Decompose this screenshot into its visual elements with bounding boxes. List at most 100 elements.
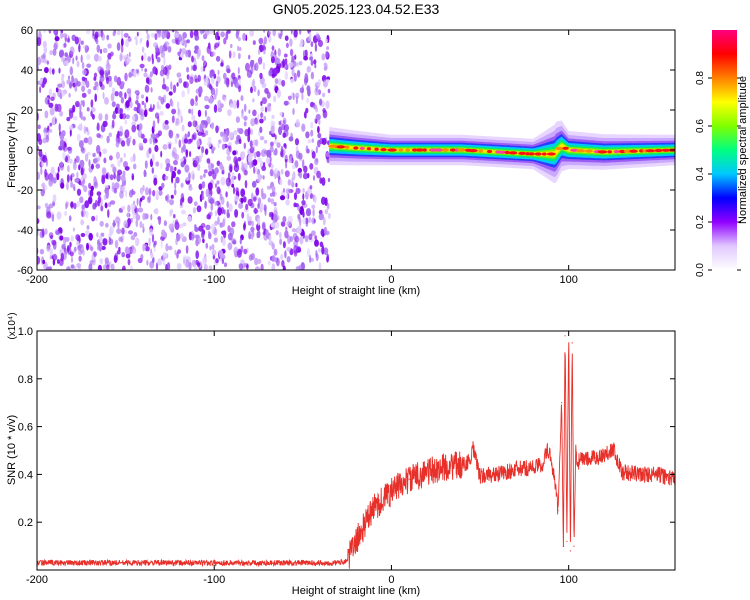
noise-speck xyxy=(198,183,203,190)
noise-speck xyxy=(192,207,196,214)
noise-speck xyxy=(132,138,136,146)
noise-speck xyxy=(112,110,116,120)
noise-speck xyxy=(254,207,257,215)
noise-speck xyxy=(238,77,241,87)
noise-speck xyxy=(306,98,309,104)
noise-speck xyxy=(75,155,80,163)
snr-point xyxy=(470,459,472,461)
noise-speck xyxy=(130,202,136,210)
noise-speck xyxy=(204,256,207,265)
snr-point xyxy=(532,466,534,468)
noise-speck xyxy=(238,263,244,270)
noise-speck xyxy=(100,205,104,212)
noise-speck xyxy=(126,57,132,63)
noise-speck xyxy=(124,190,128,198)
noise-speck xyxy=(203,77,209,87)
noise-speck xyxy=(158,95,162,101)
noise-speck xyxy=(179,233,184,239)
noise-speck xyxy=(190,98,195,107)
noise-speck xyxy=(94,157,100,163)
noise-speck xyxy=(81,92,87,98)
colorbar-tick-label: 0.6 xyxy=(695,119,706,133)
noise-speck xyxy=(304,112,307,119)
noise-speck xyxy=(139,63,145,69)
noise-speck xyxy=(129,265,133,270)
noise-speck xyxy=(265,156,271,165)
snr-point xyxy=(346,559,348,562)
noise-speck xyxy=(89,189,94,197)
noise-speck xyxy=(124,72,128,82)
noise-speck xyxy=(66,245,70,253)
noise-speck xyxy=(40,189,45,197)
snr-point xyxy=(603,454,605,456)
noise-speck xyxy=(279,178,283,186)
colorbar-tick-label: 0.2 xyxy=(695,215,706,229)
noise-speck xyxy=(326,46,330,51)
noise-speck xyxy=(260,263,264,270)
noise-speck xyxy=(146,196,151,204)
snr-point xyxy=(337,562,339,564)
noise-speck xyxy=(144,102,147,109)
noise-speck xyxy=(279,33,282,40)
noise-speck xyxy=(325,79,330,84)
noise-speck xyxy=(148,237,151,247)
noise-speck xyxy=(99,48,103,54)
noise-speck xyxy=(231,183,235,188)
noise-speck xyxy=(76,200,81,208)
noise-speck xyxy=(237,127,240,133)
noise-speck xyxy=(80,111,83,121)
noise-speck xyxy=(281,123,286,131)
noise-speck xyxy=(157,258,163,266)
noise-speck xyxy=(209,95,213,104)
noise-speck xyxy=(88,182,92,189)
noise-speck xyxy=(50,96,55,102)
noise-speck xyxy=(197,48,202,57)
noise-speck xyxy=(90,110,93,117)
noise-speck xyxy=(122,265,126,270)
noise-speck xyxy=(135,38,138,46)
noise-speck xyxy=(88,232,93,241)
noise-speck xyxy=(281,260,285,268)
noise-speck xyxy=(163,66,168,76)
noise-speck xyxy=(138,207,144,213)
hot-spot xyxy=(645,149,656,153)
noise-speck xyxy=(49,107,55,116)
noise-speck xyxy=(162,144,168,150)
noise-speck xyxy=(278,121,282,126)
noise-speck xyxy=(127,218,132,225)
noise-speck xyxy=(157,130,162,137)
noise-speck xyxy=(186,74,190,80)
noise-speck xyxy=(260,101,263,106)
noise-speck xyxy=(271,132,276,138)
noise-speck xyxy=(271,45,275,51)
noise-speck xyxy=(79,104,82,111)
noise-speck xyxy=(42,259,46,264)
hot-spot xyxy=(374,147,379,151)
noise-speck xyxy=(59,139,65,148)
noise-speck xyxy=(81,69,87,76)
noise-speck xyxy=(186,39,190,44)
noise-speck xyxy=(117,221,120,229)
noise-speck xyxy=(272,30,276,37)
noise-speck xyxy=(252,109,257,117)
noise-speck xyxy=(273,140,278,145)
spec-x-tick-label: -200 xyxy=(26,274,48,286)
noise-speck xyxy=(277,48,281,57)
noise-speck xyxy=(204,30,210,36)
signal-band xyxy=(328,120,675,184)
noise-speck xyxy=(185,245,189,254)
noise-speck xyxy=(70,264,75,269)
hot-spot xyxy=(546,152,556,156)
noise-speck xyxy=(152,190,156,197)
noise-speck xyxy=(49,173,54,182)
noise-speck xyxy=(38,138,43,146)
snr-point xyxy=(444,466,446,468)
noise-speck xyxy=(52,177,57,184)
noise-speck xyxy=(295,182,298,188)
noise-speck xyxy=(319,98,323,106)
noise-speck xyxy=(299,235,304,245)
noise-speck xyxy=(49,67,52,75)
noise-speck xyxy=(303,55,308,61)
noise-speck xyxy=(47,99,50,105)
hot-spot xyxy=(562,146,569,150)
